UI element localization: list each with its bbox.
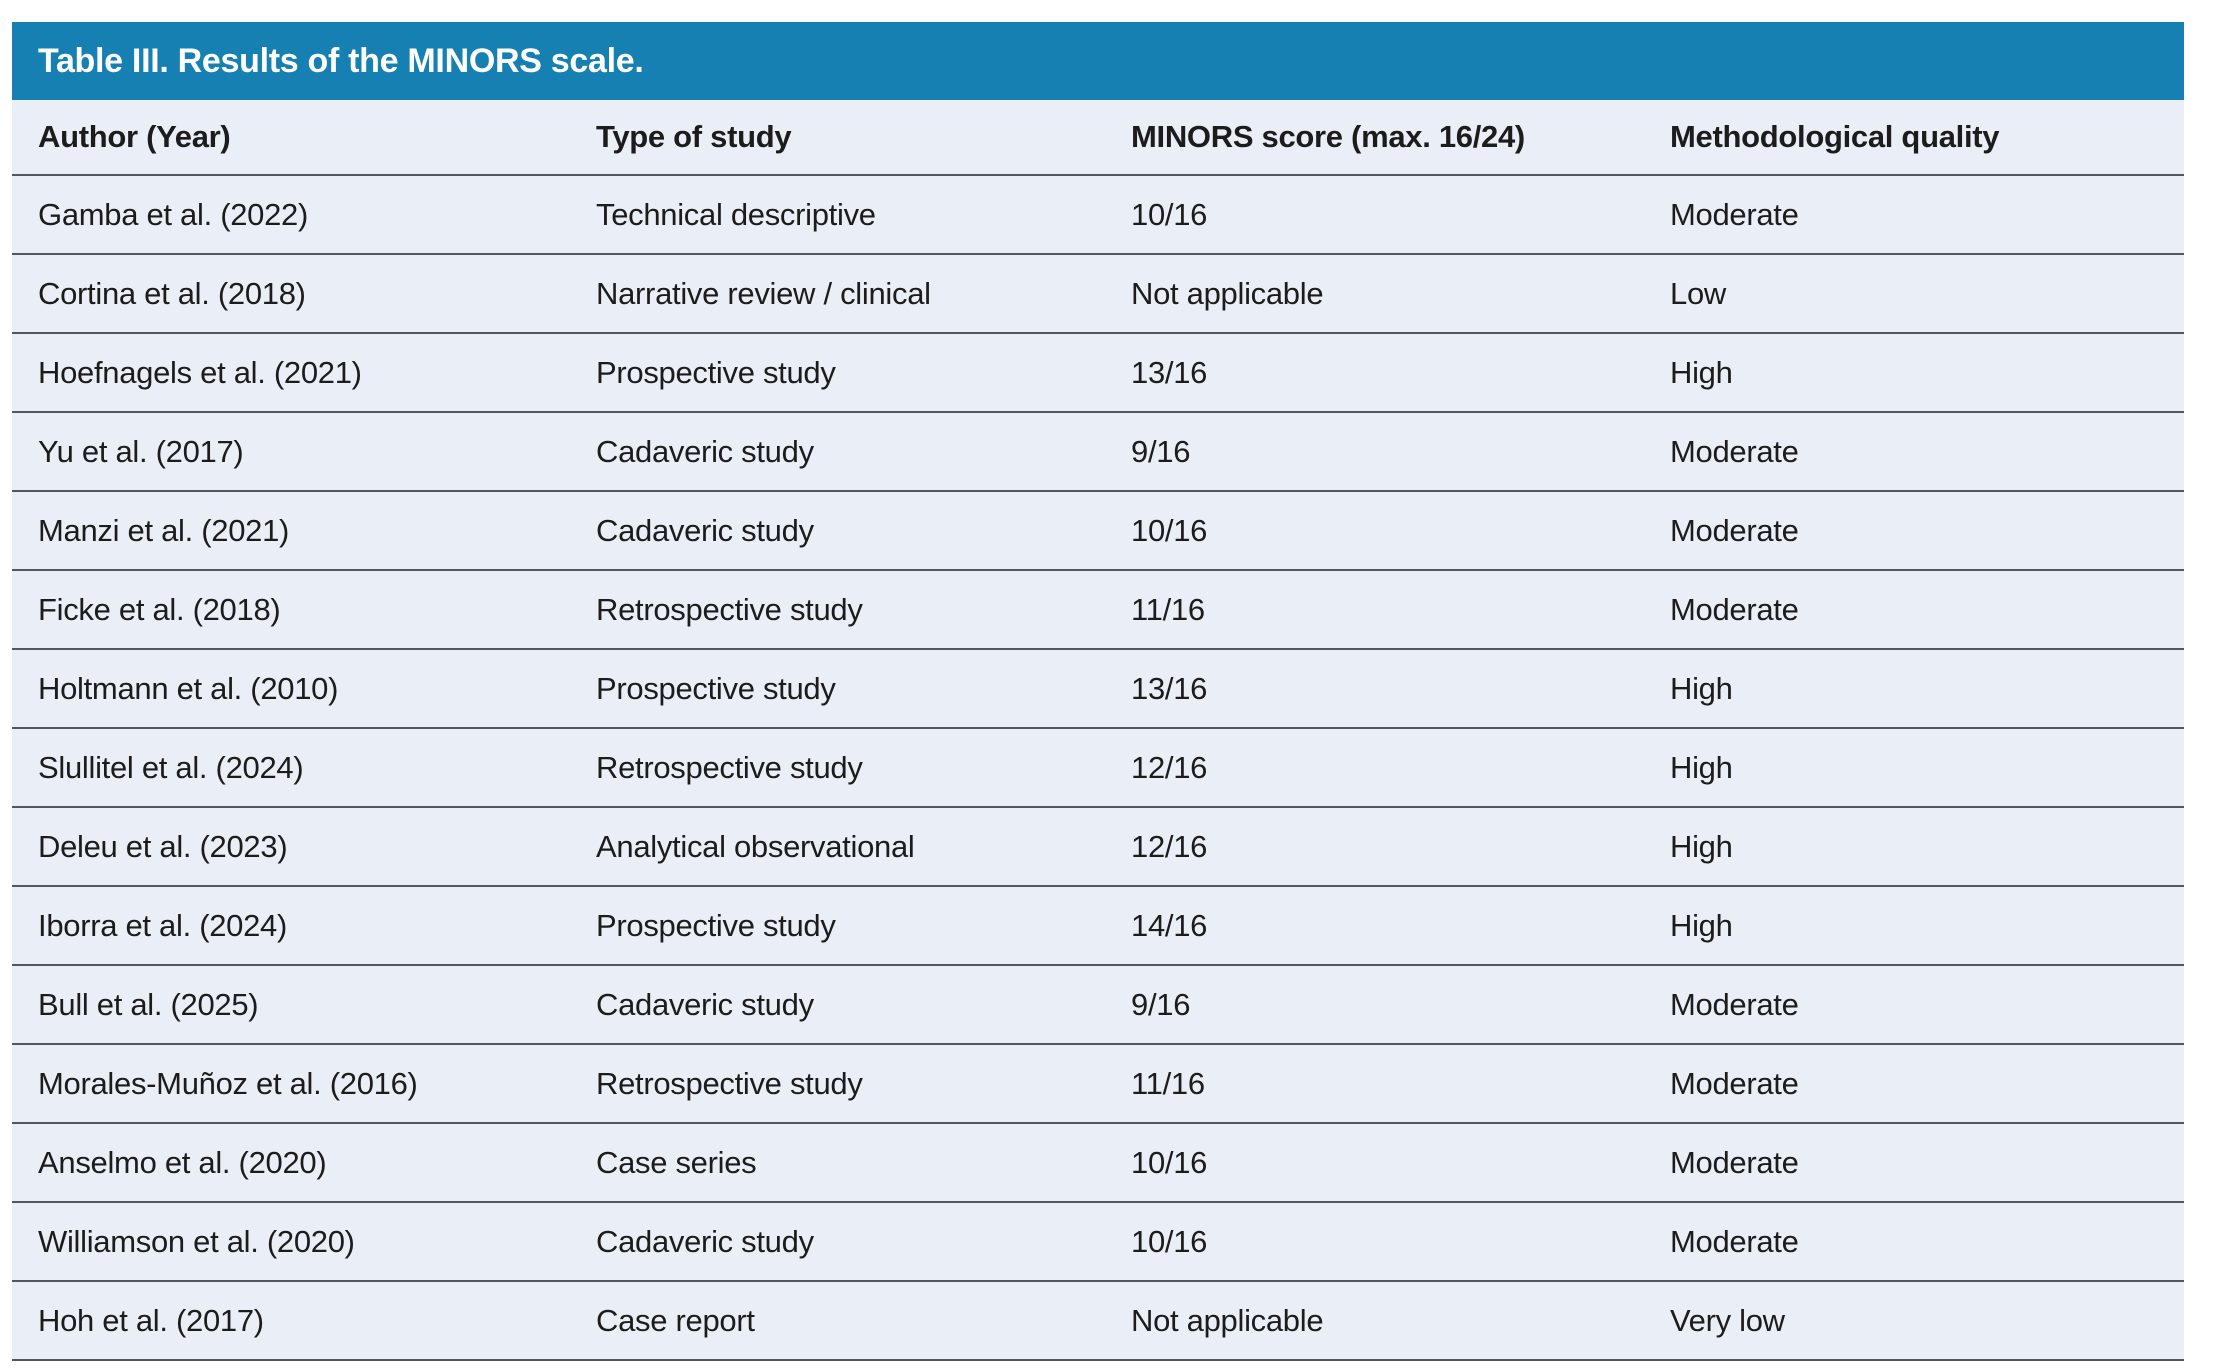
- table-row: Gamba et al. (2022) Technical descriptiv…: [12, 175, 2184, 255]
- cell-methodological-quality: High: [1644, 728, 2184, 808]
- column-header-methodological-quality: Methodological quality: [1644, 100, 2184, 176]
- table-row: Slullitel et al. (2024) Retrospective st…: [12, 728, 2184, 808]
- table-title: Table III. Results of the MINORS scale.: [38, 41, 644, 80]
- cell-type-of-study: Analytical observational: [570, 807, 1105, 887]
- cell-minors-score: 14/16: [1105, 886, 1644, 966]
- table-row: Hoh et al. (2017) Case report Not applic…: [12, 1281, 2184, 1361]
- cell-type-of-study: Prospective study: [570, 333, 1105, 413]
- cell-minors-score: 11/16: [1105, 1044, 1644, 1124]
- cell-methodological-quality: High: [1644, 649, 2184, 729]
- table-row: Iborra et al. (2024) Prospective study 1…: [12, 886, 2184, 966]
- table-row: Anselmo et al. (2020) Case series 10/16 …: [12, 1123, 2184, 1203]
- table-row: Williamson et al. (2020) Cadaveric study…: [12, 1202, 2184, 1282]
- cell-author-year: Holtmann et al. (2010): [12, 649, 570, 729]
- cell-author-year: Ficke et al. (2018): [12, 570, 570, 650]
- cell-author-year: Cortina et al. (2018): [12, 254, 570, 334]
- table-row: Manzi et al. (2021) Cadaveric study 10/1…: [12, 491, 2184, 571]
- table-row: Deleu et al. (2023) Analytical observati…: [12, 807, 2184, 887]
- cell-minors-score: 12/16: [1105, 728, 1644, 808]
- cell-minors-score: 11/16: [1105, 570, 1644, 650]
- cell-minors-score: Not applicable: [1105, 254, 1644, 334]
- cell-type-of-study: Cadaveric study: [570, 965, 1105, 1045]
- cell-type-of-study: Prospective study: [570, 649, 1105, 729]
- cell-type-of-study: Cadaveric study: [570, 412, 1105, 492]
- cell-methodological-quality: High: [1644, 886, 2184, 966]
- column-header-minors-score: MINORS score (max. 16/24): [1105, 100, 1644, 176]
- cell-author-year: Williamson et al. (2020): [12, 1202, 570, 1282]
- cell-author-year: Slullitel et al. (2024): [12, 728, 570, 808]
- cell-author-year: Bull et al. (2025): [12, 965, 570, 1045]
- table-row: Ficke et al. (2018) Retrospective study …: [12, 570, 2184, 650]
- cell-type-of-study: Retrospective study: [570, 1044, 1105, 1124]
- cell-methodological-quality: High: [1644, 333, 2184, 413]
- cell-type-of-study: Case report: [570, 1281, 1105, 1361]
- table-row: Hoefnagels et al. (2021) Prospective stu…: [12, 333, 2184, 413]
- cell-methodological-quality: Moderate: [1644, 1202, 2184, 1282]
- column-header-author-year: Author (Year): [12, 100, 570, 176]
- cell-author-year: Iborra et al. (2024): [12, 886, 570, 966]
- cell-minors-score: 10/16: [1105, 1123, 1644, 1203]
- table-row: Cortina et al. (2018) Narrative review /…: [12, 254, 2184, 334]
- cell-author-year: Hoefnagels et al. (2021): [12, 333, 570, 413]
- cell-author-year: Anselmo et al. (2020): [12, 1123, 570, 1203]
- cell-author-year: Hoh et al. (2017): [12, 1281, 570, 1361]
- table-body: Gamba et al. (2022) Technical descriptiv…: [12, 175, 2184, 1361]
- cell-type-of-study: Cadaveric study: [570, 491, 1105, 571]
- cell-author-year: Manzi et al. (2021): [12, 491, 570, 571]
- cell-methodological-quality: Moderate: [1644, 175, 2184, 255]
- cell-type-of-study: Retrospective study: [570, 728, 1105, 808]
- cell-author-year: Yu et al. (2017): [12, 412, 570, 492]
- cell-methodological-quality: Low: [1644, 254, 2184, 334]
- cell-minors-score: 13/16: [1105, 649, 1644, 729]
- cell-minors-score: 10/16: [1105, 175, 1644, 255]
- cell-minors-score: 9/16: [1105, 965, 1644, 1045]
- table-title-bar: Table III. Results of the MINORS scale.: [12, 22, 2184, 100]
- header-row: Author (Year) Type of study MINORS score…: [12, 100, 2184, 176]
- cell-author-year: Morales-Muñoz et al. (2016): [12, 1044, 570, 1124]
- cell-methodological-quality: Moderate: [1644, 965, 2184, 1045]
- cell-methodological-quality: Moderate: [1644, 491, 2184, 571]
- cell-minors-score: 10/16: [1105, 1202, 1644, 1282]
- cell-type-of-study: Cadaveric study: [570, 1202, 1105, 1282]
- table-row: Bull et al. (2025) Cadaveric study 9/16 …: [12, 965, 2184, 1045]
- cell-methodological-quality: Moderate: [1644, 1123, 2184, 1203]
- cell-minors-score: 9/16: [1105, 412, 1644, 492]
- cell-type-of-study: Narrative review / clinical: [570, 254, 1105, 334]
- cell-type-of-study: Case series: [570, 1123, 1105, 1203]
- cell-methodological-quality: Moderate: [1644, 570, 2184, 650]
- table-row: Yu et al. (2017) Cadaveric study 9/16 Mo…: [12, 412, 2184, 492]
- cell-minors-score: Not applicable: [1105, 1281, 1644, 1361]
- minors-results-table-card: Table III. Results of the MINORS scale. …: [12, 22, 2184, 1361]
- minors-results-table: Author (Year) Type of study MINORS score…: [12, 100, 2184, 1361]
- cell-type-of-study: Retrospective study: [570, 570, 1105, 650]
- cell-minors-score: 10/16: [1105, 491, 1644, 571]
- table-row: Holtmann et al. (2010) Prospective study…: [12, 649, 2184, 729]
- cell-minors-score: 13/16: [1105, 333, 1644, 413]
- cell-methodological-quality: High: [1644, 807, 2184, 887]
- cell-methodological-quality: Moderate: [1644, 1044, 2184, 1124]
- cell-author-year: Gamba et al. (2022): [12, 175, 570, 255]
- cell-type-of-study: Technical descriptive: [570, 175, 1105, 255]
- cell-minors-score: 12/16: [1105, 807, 1644, 887]
- table-row: Morales-Muñoz et al. (2016) Retrospectiv…: [12, 1044, 2184, 1124]
- cell-author-year: Deleu et al. (2023): [12, 807, 570, 887]
- cell-methodological-quality: Moderate: [1644, 412, 2184, 492]
- cell-type-of-study: Prospective study: [570, 886, 1105, 966]
- column-header-type-of-study: Type of study: [570, 100, 1105, 176]
- cell-methodological-quality: Very low: [1644, 1281, 2184, 1361]
